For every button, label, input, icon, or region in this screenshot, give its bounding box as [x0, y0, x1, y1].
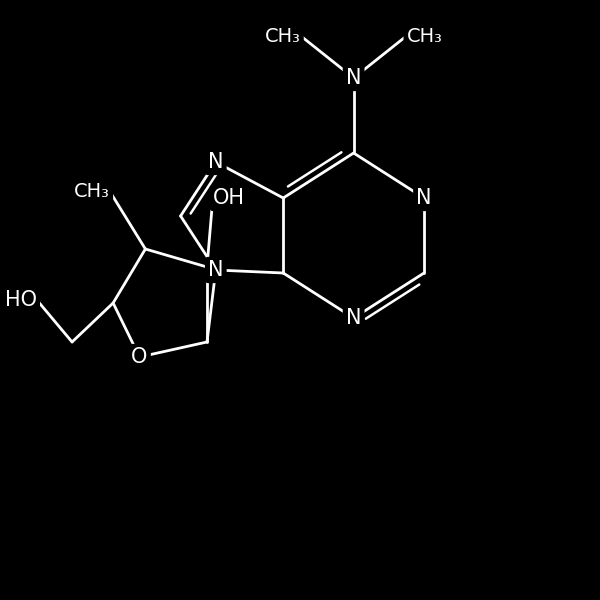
Text: N: N [208, 152, 224, 172]
Text: O: O [131, 347, 148, 367]
Text: N: N [346, 68, 361, 88]
Text: CH₃: CH₃ [265, 26, 301, 46]
Text: CH₃: CH₃ [74, 182, 110, 202]
Text: N: N [416, 188, 432, 208]
Text: N: N [346, 308, 361, 328]
Text: OH: OH [213, 188, 245, 208]
Text: HO: HO [5, 290, 37, 310]
Text: N: N [208, 260, 224, 280]
Text: CH₃: CH₃ [406, 26, 442, 46]
